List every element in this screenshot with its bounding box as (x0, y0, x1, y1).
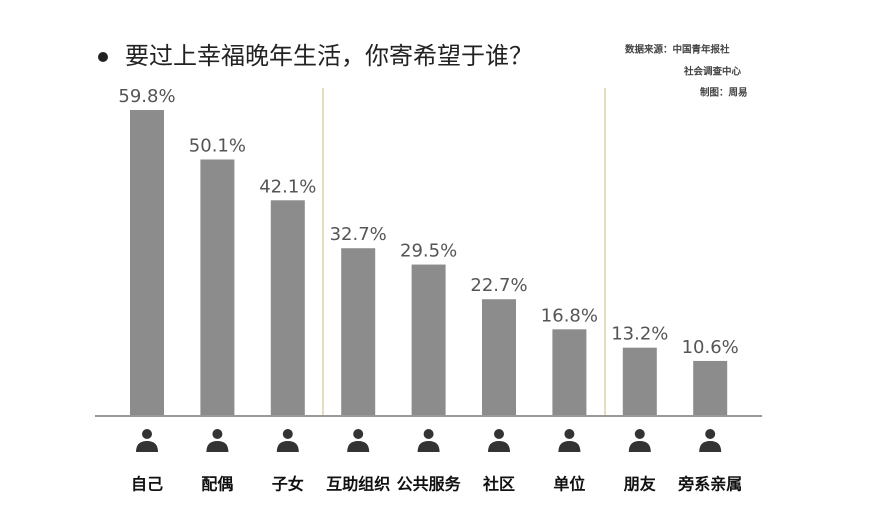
category-icon (212, 429, 223, 439)
category-icon (423, 429, 434, 439)
source-line: 数据来源：中国青年报社 (624, 44, 730, 56)
category-icon (558, 441, 581, 452)
category-icon (347, 441, 370, 452)
category-icon (142, 429, 152, 439)
x-tick-label: 公共服务 (397, 475, 462, 494)
value-label: 32.7% (330, 224, 387, 245)
category-icon (276, 441, 299, 452)
bar (693, 360, 728, 415)
value-label: 42.1% (259, 176, 316, 197)
category-icon (353, 429, 364, 439)
x-tick-label: 配偶 (201, 475, 233, 494)
bar (130, 110, 164, 416)
title-bullet (98, 52, 108, 62)
x-tick-label: 朋友 (624, 475, 657, 494)
source-line: 社会调查中心 (683, 66, 742, 78)
bar (270, 200, 305, 415)
category-icon (699, 441, 722, 452)
bar (622, 347, 657, 415)
value-label: 29.5% (400, 241, 457, 262)
category-icon (628, 441, 651, 452)
x-tick-label: 旁系亲属 (677, 475, 742, 494)
category-icon (705, 429, 716, 439)
bar (341, 248, 376, 415)
value-label: 13.2% (611, 324, 668, 345)
bar (200, 159, 235, 415)
value-label: 16.8% (541, 305, 598, 326)
category-icon (564, 429, 575, 439)
category-icon (206, 441, 229, 452)
x-tick-label: 单位 (553, 475, 585, 494)
value-label: 59.8% (118, 86, 175, 107)
category-icon (494, 429, 504, 439)
bar (552, 329, 587, 415)
value-label: 50.1% (189, 135, 246, 156)
category-icon (417, 441, 440, 452)
source-line: 制图：周易 (700, 87, 748, 99)
category-icon (136, 441, 158, 452)
x-tick-label: 互助组织 (326, 475, 390, 494)
category-icon (282, 429, 293, 439)
bar (411, 264, 446, 415)
x-tick-label: 社区 (482, 475, 515, 494)
x-tick-label: 自己 (131, 475, 163, 494)
bar (482, 299, 516, 415)
value-label: 10.6% (682, 337, 739, 358)
chart-title: 要过上幸福晚年生活，你寄希望于谁？ (125, 42, 533, 70)
category-icon (634, 429, 645, 439)
category-icon (488, 441, 510, 452)
value-label: 22.7% (470, 275, 527, 296)
x-tick-label: 子女 (272, 475, 304, 494)
